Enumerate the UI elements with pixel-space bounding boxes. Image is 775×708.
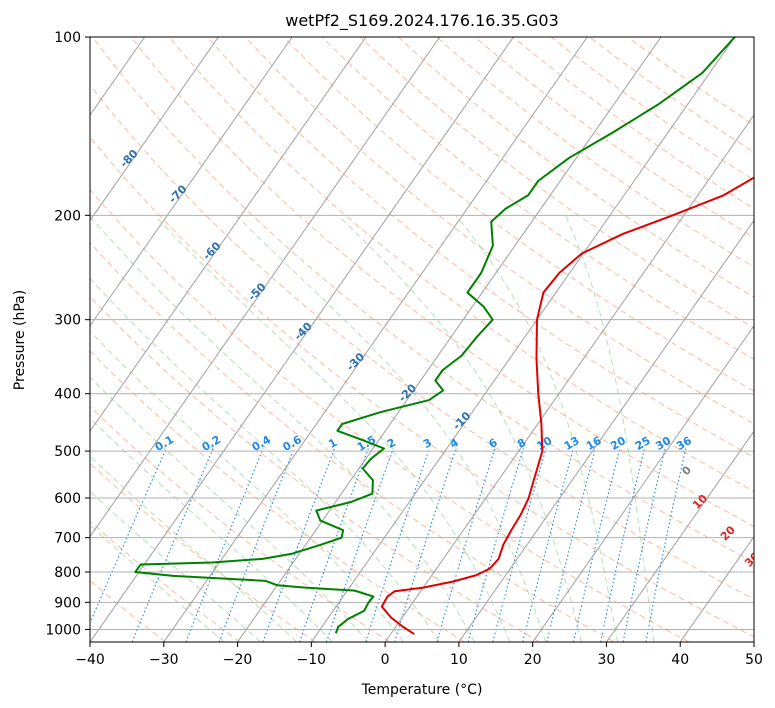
- isotherm-line: [458, 219, 754, 642]
- mixing-ratio-line: [600, 448, 646, 642]
- isotherm-line: [532, 324, 754, 642]
- isotherm-line: [90, 37, 441, 538]
- x-tick-label: 50: [745, 652, 763, 668]
- mixing-ratio-line: [325, 448, 394, 642]
- isotherm-line: [90, 37, 293, 327]
- moist-adiabat: [235, 214, 547, 642]
- plot-area: -100-90-80-70-60-50-40-30-20-10 0.10.20.…: [90, 37, 762, 642]
- dry-adiabat: [359, 37, 754, 329]
- dry-adiabat: [90, 462, 316, 642]
- dry-adiabat: [321, 37, 754, 360]
- mixing-ratio-line: [436, 448, 496, 642]
- dry-adiabat: [130, 37, 754, 528]
- mixing-ratio-line: [622, 448, 666, 642]
- mixing-ratio-line: [299, 448, 369, 642]
- mixing-ratio-lines: [90, 448, 687, 642]
- dry-adiabat: [90, 405, 391, 642]
- mixing-ratio-line: [467, 448, 524, 642]
- x-tick-label: 40: [671, 652, 689, 668]
- dry-adiabat: [168, 37, 754, 493]
- mixing-ratio-line: [262, 448, 336, 642]
- mixing-ratio-line: [546, 448, 597, 642]
- isotherm-line: [237, 37, 662, 642]
- y-tick-label: 1000: [45, 622, 81, 638]
- moist-adiabat: [90, 376, 369, 642]
- y-tick-label: 200: [54, 208, 81, 224]
- dry-adiabat: [398, 37, 754, 298]
- isotherm-line: [310, 37, 736, 642]
- mixing-ratio-line: [522, 448, 574, 642]
- y-tick-label: 300: [54, 313, 81, 329]
- x-tick-label: −10: [297, 652, 327, 668]
- dry-adiabat: [90, 84, 754, 600]
- mixing-ratio-line: [573, 448, 621, 642]
- isotherm-line: [606, 430, 754, 642]
- y-tick-label: 600: [54, 491, 81, 507]
- y-axis-ticks: 100 200 300 400 500 600 700 800 900 1000: [45, 30, 90, 638]
- y-tick-label: 400: [54, 387, 81, 403]
- x-tick-label: −30: [149, 652, 179, 668]
- y-tick-label: 700: [54, 531, 81, 547]
- dry-adiabats: [90, 37, 754, 642]
- moist-adiabat: [90, 277, 440, 642]
- profile-lines: [134, 37, 754, 635]
- dry-adiabat: [206, 37, 754, 458]
- moist-adiabat: [565, 215, 655, 642]
- dry-adiabat: [90, 241, 615, 642]
- moist-adiabat: [90, 455, 297, 642]
- moist-adiabat: [90, 215, 475, 642]
- x-tick-label: −20: [223, 652, 253, 668]
- x-axis-label: Temperature (°C): [361, 682, 483, 698]
- x-axis-ticks: −40 −30 −20 −10 0 10 20 30 40 50: [75, 642, 763, 668]
- dry-adiabat: [90, 295, 540, 642]
- y-tick-label: 900: [54, 595, 81, 611]
- x-tick-label: 0: [381, 652, 390, 668]
- moist-adiabat: [90, 330, 404, 642]
- x-tick-label: −40: [75, 652, 105, 668]
- isotherm-line: [90, 37, 219, 222]
- y-tick-label: 100: [54, 30, 81, 46]
- isotherm-line: [384, 114, 754, 642]
- moist-adiabat-label: 30: [742, 549, 762, 569]
- mixing-ratio-line: [492, 448, 547, 642]
- isotherm-line: [90, 37, 367, 433]
- y-axis-label: Pressure (hPa): [12, 290, 28, 390]
- isotherm-line: [163, 37, 588, 642]
- isotherm-lines: [90, 37, 754, 642]
- moist-adiabat: [154, 214, 511, 642]
- x-tick-label: 10: [450, 652, 468, 668]
- x-tick-label: 30: [598, 652, 616, 668]
- y-tick-label: 800: [54, 565, 81, 581]
- plot-frame: [89, 36, 755, 643]
- mixing-ratio-line: [365, 448, 430, 642]
- dry-adiabat: [90, 350, 465, 642]
- dewpoint-line: [134, 37, 736, 634]
- moist-adiabat: [90, 417, 333, 642]
- dry-adiabat: [92, 37, 754, 563]
- x-tick-label: 20: [524, 652, 542, 668]
- temperature-line: [380, 176, 754, 635]
- isotherm-line: [90, 37, 514, 642]
- chart-title: wetPf2_S169.2024.176.16.35.G03: [285, 11, 559, 31]
- moist-adiabats: [90, 214, 655, 642]
- moist-adiabat: [90, 490, 261, 642]
- dry-adiabat: [90, 188, 690, 642]
- mixing-ratio-line: [218, 448, 295, 642]
- y-tick-label: 500: [54, 444, 81, 460]
- isotherm-line: [679, 535, 754, 642]
- pressure-gridlines: [90, 37, 754, 630]
